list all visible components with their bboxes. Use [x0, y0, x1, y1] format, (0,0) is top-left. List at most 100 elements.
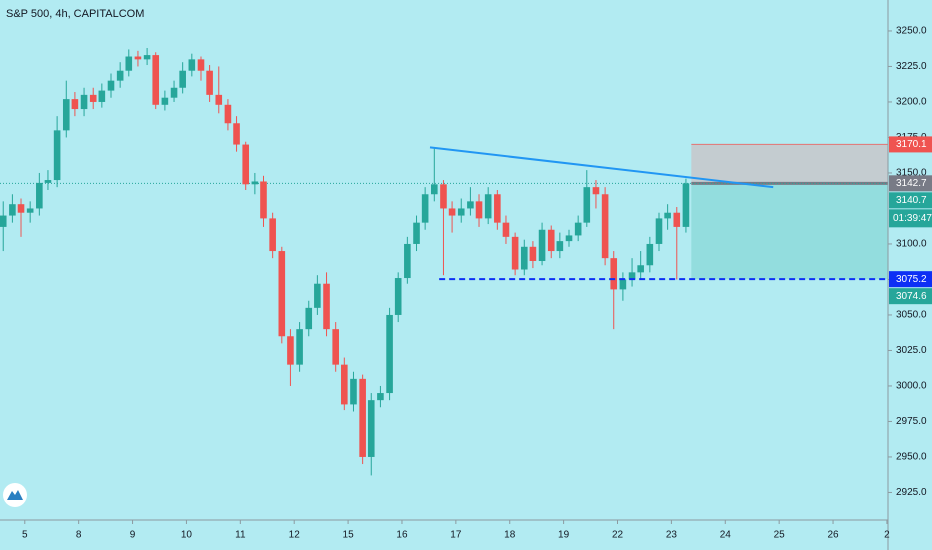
- x-tick-label: 22: [612, 530, 624, 541]
- candle-body: [134, 56, 142, 60]
- countdown: 01:39:47: [893, 213, 932, 224]
- price-label: 3142.7: [896, 178, 927, 189]
- candle-body: [367, 400, 375, 457]
- candle-body: [314, 283, 321, 308]
- logo-mark[interactable]: [7, 490, 23, 500]
- candle-body: [242, 144, 250, 185]
- y-tick-label: 3150.0: [896, 168, 927, 179]
- candle-body: [350, 378, 357, 405]
- position-target-zone: [691, 144, 888, 184]
- candle-body: [448, 208, 456, 216]
- candle-body: [188, 59, 196, 71]
- candle-body: [98, 90, 106, 102]
- candle-body: [26, 208, 34, 213]
- candle-body: [502, 222, 510, 237]
- candle-body: [44, 180, 52, 183]
- x-tick-label: 19: [558, 530, 570, 541]
- candle-body: [9, 204, 16, 216]
- y-tick-label: 3225.0: [896, 61, 927, 72]
- candle-body: [251, 181, 259, 185]
- candle-body: [682, 183, 690, 227]
- candle-body: [179, 70, 186, 88]
- candle-body: [475, 201, 483, 219]
- candle-body: [341, 364, 348, 405]
- position-stop-zone: [691, 183, 888, 280]
- candle-body: [529, 246, 537, 261]
- candle-body: [260, 181, 267, 219]
- candle-body: [332, 329, 339, 365]
- price-label-bg: [889, 288, 932, 305]
- candle-body: [646, 243, 654, 266]
- y-tick-label: 3025.0: [896, 345, 927, 356]
- candle-body: [664, 212, 671, 219]
- candle-body: [610, 258, 618, 290]
- price-label: 3075.2: [896, 274, 927, 285]
- candle-body: [467, 201, 474, 209]
- candle-body: [494, 194, 501, 223]
- y-tick-label: 3250.0: [896, 26, 927, 37]
- candle-body: [413, 222, 420, 244]
- logo[interactable]: [3, 483, 27, 507]
- candle-body: [80, 94, 88, 110]
- candle-body: [394, 278, 402, 315]
- plot-area: [0, 47, 888, 476]
- x-tick-label: 18: [504, 530, 516, 541]
- x-tick-label: 26: [827, 530, 839, 541]
- candle-body: [143, 55, 151, 60]
- candle-body: [125, 56, 133, 71]
- price-label-bg: [889, 192, 932, 209]
- x-tick-label: 23: [666, 530, 678, 541]
- candle-body: [431, 184, 438, 195]
- x-tick-label: 12: [289, 530, 301, 541]
- candle-body: [637, 265, 644, 273]
- candle-body: [161, 97, 169, 105]
- candle-body: [619, 279, 627, 290]
- chart-title: S&P 500, 4h, CAPITALCOM: [6, 8, 144, 20]
- price-label-bg: [889, 136, 932, 153]
- candle-body: [107, 80, 115, 91]
- candle-body: [206, 70, 213, 95]
- price-label: 3074.6: [896, 291, 927, 302]
- x-tick-label: 5: [22, 530, 28, 541]
- y-tick-label: 2925.0: [896, 487, 927, 498]
- trendline: [429, 146, 774, 189]
- x-tick-label: 15: [343, 530, 355, 541]
- y-tick-label: 3100.0: [896, 239, 927, 250]
- candle-body: [511, 236, 519, 270]
- price-label: 3170.1: [896, 139, 927, 150]
- candle-body: [673, 212, 681, 227]
- candle-body: [62, 99, 70, 131]
- candle-body: [556, 241, 564, 252]
- candle-body: [116, 70, 124, 81]
- candle-body: [440, 184, 447, 209]
- candle-body: [53, 130, 61, 181]
- price-label-bg: [889, 271, 932, 288]
- candle-body: [287, 336, 294, 365]
- candle-body: [565, 235, 573, 242]
- price-label-bg: [889, 175, 932, 192]
- x-tick-label: 2: [884, 530, 890, 541]
- candle-body: [601, 194, 609, 259]
- x-tick-label: 11: [235, 530, 246, 541]
- y-tick-label: 3200.0: [896, 97, 927, 108]
- y-tick-label: 3050.0: [896, 310, 927, 321]
- x-tick-label: 17: [450, 530, 462, 541]
- candle-body: [457, 208, 465, 216]
- x-tick-label: 10: [181, 530, 193, 541]
- candle-body: [386, 314, 393, 394]
- candle-body: [197, 59, 205, 71]
- candle-body: [538, 229, 546, 261]
- x-tick-label: 16: [396, 530, 408, 541]
- candle-body: [359, 378, 366, 457]
- candle-body: [323, 283, 330, 330]
- x-tick-label: 9: [130, 530, 136, 541]
- x-tick-label: 24: [720, 530, 732, 541]
- candle-body: [296, 329, 303, 365]
- candle-body: [224, 104, 232, 124]
- candle-body: [233, 123, 240, 145]
- candle-body: [583, 187, 591, 223]
- x-tick-label: 8: [76, 530, 82, 541]
- candle-body: [36, 182, 43, 209]
